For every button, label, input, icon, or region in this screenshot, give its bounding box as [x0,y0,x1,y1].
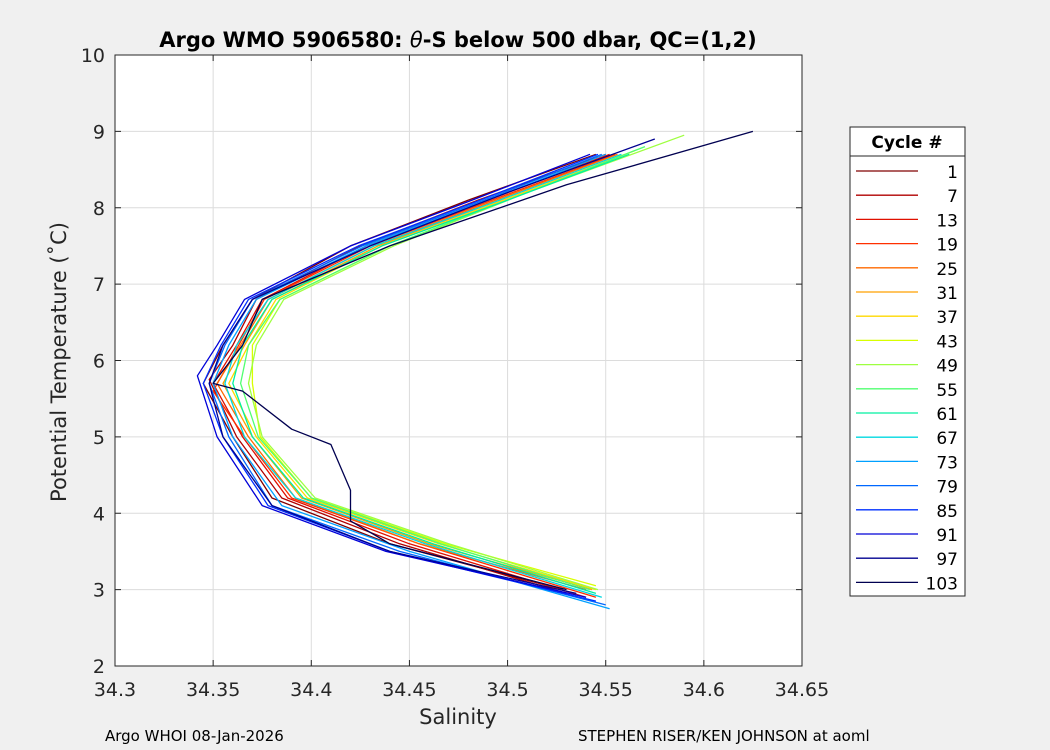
legend-box [849,126,966,597]
legend-entry-label: 19 [936,236,958,256]
chart-title-suffix: -S below 500 dbar, QC=(1,2) [423,28,757,52]
series-line-cycle-61 [232,153,630,595]
series-line-cycle-67 [224,153,622,598]
series-line-cycle-37 [228,153,626,591]
x-axis-label: Salinity [419,705,497,729]
legend-entry-label: 61 [936,405,958,425]
y-tick-label: 3 [93,580,105,602]
legend-entry-label: 103 [926,574,958,594]
x-tick-label: 34.3 [94,679,136,701]
x-tick-label: 34.6 [683,679,725,701]
legend-entries: 1 7 13 19 25 31 37 43 49 55 61 67 73 79 85 91 97 103 [856,163,958,594]
x-tick-label: 34.45 [382,679,436,701]
y-tick-label: 8 [93,198,105,220]
series-line-cycle-85 [202,153,599,602]
series-line-cycle-31 [222,153,622,591]
series-line-cycle-103 [212,130,754,591]
legend-entry-label: 91 [936,526,958,546]
y-axis-label: Potential Temperature (˚C) [47,222,71,502]
legend-entry-label: 79 [936,478,958,498]
legend-entry-label: 43 [936,332,958,352]
y-tick-label: 9 [93,121,105,143]
y-tick-label: 2 [93,656,105,678]
x-tick-label: 34.4 [290,679,332,701]
chart-title-prefix: Argo WMO 5906580: [159,28,410,52]
legend-entry-label: 25 [936,260,958,280]
chart-title-theta: θ [410,28,423,52]
series-layer [196,130,754,610]
y-tick-label: 6 [93,351,105,373]
legend-entry-label: 97 [936,550,958,570]
footer-right: STEPHEN RISER/KEN JOHNSON at aoml [578,727,870,745]
y-tick-label: 7 [93,274,105,296]
legend-entry-label: 7 [947,187,958,207]
series-line-cycle-49 [247,134,685,591]
series-line-cycle-55 [239,145,646,591]
legend: Cycle # 1 7 13 19 25 31 37 43 49 55 61 67 73 79 85 91 97… [849,126,966,597]
legend-entry-label: 67 [936,429,958,449]
legend-title: Cycle # [871,133,942,153]
legend-entry-label: 1 [947,163,958,183]
y-tick-label: 10 [81,45,105,67]
legend-entry-label: 13 [936,211,958,231]
legend-entry-label: 73 [936,453,958,473]
footer-left: Argo WHOI 08-Jan-2026 [105,727,284,745]
y-tick-label: 4 [93,503,105,525]
x-tick-label: 34.35 [186,679,240,701]
series-line-cycle-91 [196,153,591,598]
series-line-cycle-25 [216,153,618,591]
legend-entry-label: 55 [936,381,958,401]
legend-entry-label: 31 [936,284,958,304]
series-line-cycle-1 [202,153,597,591]
axis-ticks: 34.3 34.35 34.4 34.45 34.5 34.55 34.6 34.65 2 3 4 5… [81,45,829,701]
chart-title: Argo WMO 5906580: θ-S below 500 dbar, QC… [159,28,756,52]
x-tick-label: 34.65 [775,679,829,701]
series-line-cycle-73 [212,153,610,610]
x-tick-label: 34.55 [579,679,633,701]
y-tick-label: 5 [93,427,105,449]
x-tick-label: 34.5 [486,679,528,701]
legend-entry-label: 85 [936,502,958,522]
series-line-cycle-97 [208,138,656,595]
legend-entry-label: 49 [936,357,958,377]
series-line-cycle-79 [208,153,606,606]
legend-entry-label: 37 [936,308,958,328]
